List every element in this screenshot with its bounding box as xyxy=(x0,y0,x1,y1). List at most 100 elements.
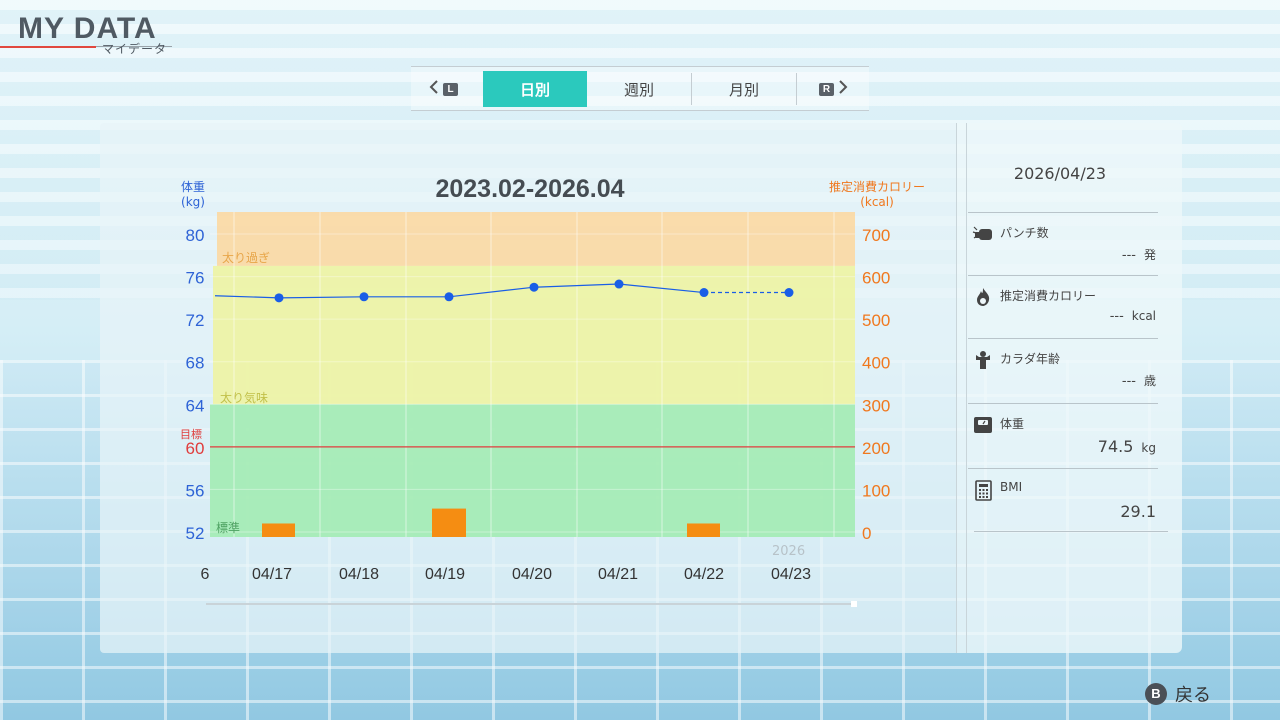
right-axis-tick: 600 xyxy=(862,269,890,288)
x-axis-tick: 04/17 xyxy=(252,566,292,583)
b-button-badge: B xyxy=(1145,683,1167,705)
left-axis-tick: 52 xyxy=(186,524,205,543)
chevron-left-icon xyxy=(429,79,439,100)
x-axis-tick: 04/21 xyxy=(598,566,638,583)
right-axis-tick: 700 xyxy=(862,226,890,245)
right-axis-tick: 200 xyxy=(862,439,890,458)
stat-divider xyxy=(968,275,1158,276)
panel-divider xyxy=(966,123,967,653)
stat-label-calories: 推定消費カロリー xyxy=(1000,289,1097,303)
stat-label-bmi: BMI xyxy=(1000,480,1023,494)
tab-daily[interactable]: 日別 xyxy=(483,71,587,107)
left-axis-tick: 80 xyxy=(186,226,205,245)
back-button[interactable]: B 戻る xyxy=(1145,681,1211,707)
weight-point xyxy=(529,282,539,292)
punch-icon xyxy=(972,223,994,245)
zone-label-overweight: 太り過ぎ xyxy=(222,251,271,265)
weight-line-segment xyxy=(533,283,620,288)
stat-bmi: BMI 29.1 xyxy=(966,468,1168,532)
stat-number-punch: --- xyxy=(1121,248,1136,263)
stat-weight: 体重 74.5 kg xyxy=(966,403,1166,467)
stat-divider xyxy=(968,212,1158,213)
stat-number-calories: --- xyxy=(1109,309,1124,324)
weight-point xyxy=(614,279,624,289)
left-axis-label-name: 体重 xyxy=(180,180,205,194)
title-underline-secondary xyxy=(96,46,172,47)
zone-overweight xyxy=(217,212,855,266)
x-axis-tick: 04/23 xyxy=(771,566,811,583)
stat-value-bmi: 29.1 xyxy=(1120,502,1156,521)
weight-point xyxy=(274,293,284,303)
title-underline xyxy=(0,46,96,48)
weight-point xyxy=(359,292,369,302)
x-axis-tick: 04/22 xyxy=(684,566,724,583)
weight-line-segment xyxy=(618,283,705,294)
tab-monthly[interactable]: 月別 xyxy=(728,80,759,99)
left-axis-tick: 76 xyxy=(186,269,205,288)
stat-divider xyxy=(968,468,1158,469)
stat-label-punch: パンチ数 xyxy=(1000,226,1049,240)
weight-point xyxy=(444,292,454,302)
stat-label-body-age: カラダ年齢 xyxy=(1000,352,1061,366)
right-axis-label-name: 推定消費カロリー xyxy=(828,180,925,194)
muscle-icon xyxy=(972,349,994,371)
stat-calories: 推定消費カロリー --- kcal xyxy=(966,275,1166,337)
stat-divider xyxy=(968,338,1158,339)
tab-weekly[interactable]: 週別 xyxy=(623,80,654,99)
left-axis-tick: 72 xyxy=(186,311,205,330)
right-axis-tick: 0 xyxy=(862,524,871,543)
zone-label-standard: 標準 xyxy=(216,521,241,535)
left-axis-tick: 60 xyxy=(186,439,205,458)
chart-scrollbar[interactable] xyxy=(206,603,857,605)
right-axis-label: 推定消費カロリー (kcal) xyxy=(820,180,934,210)
chevron-right-icon xyxy=(838,79,848,100)
left-axis-label: 体重 (kg) xyxy=(176,180,210,210)
stat-divider xyxy=(974,531,1168,532)
back-label: 戻る xyxy=(1175,685,1211,706)
page-title: MY DATA xyxy=(18,12,157,45)
year-label: 2026 xyxy=(772,544,806,559)
stat-number-bmi: 29.1 xyxy=(1120,502,1156,521)
weight-point xyxy=(699,288,709,298)
calorie-bar xyxy=(432,508,466,537)
left-axis-tick: 56 xyxy=(186,481,205,500)
chart-scrollbar-thumb[interactable] xyxy=(851,601,857,607)
weight-line-segment xyxy=(278,296,365,299)
r-button-badge: R xyxy=(819,82,834,96)
target-label: 目標 xyxy=(180,428,202,441)
calorie-bar xyxy=(262,523,295,537)
stat-unit-punch: 発 xyxy=(1143,248,1156,262)
calorie-bar xyxy=(687,523,720,537)
stat-value-punch: --- 発 xyxy=(1122,246,1156,263)
chart-title: 2023.02-2026.04 xyxy=(435,175,625,203)
prev-tab-button[interactable]: L xyxy=(429,75,458,103)
right-axis-tick: 100 xyxy=(862,481,890,500)
selected-date: 2026/04/23 xyxy=(1013,164,1107,183)
weight-line-segment xyxy=(448,286,535,298)
zone-standard xyxy=(210,404,855,537)
flame-icon xyxy=(972,286,994,308)
stat-unit-calories: kcal xyxy=(1131,309,1156,323)
next-tab-button[interactable]: R xyxy=(819,75,848,103)
weight-point xyxy=(784,288,794,298)
right-axis-tick: 300 xyxy=(862,396,890,415)
zone-label-slightly-overweight: 太り気味 xyxy=(220,391,269,405)
right-axis-tick: 400 xyxy=(862,354,890,373)
period-tabs: L 日別 週別 月別 R xyxy=(411,66,869,111)
left-axis-tick: 64 xyxy=(186,396,205,415)
x-axis-tick: 04/20 xyxy=(512,566,552,583)
x-axis-tick: 04/19 xyxy=(425,566,465,583)
scale-icon xyxy=(972,414,994,436)
l-button-badge: L xyxy=(443,82,458,96)
left-axis-tick: 68 xyxy=(186,354,205,373)
stat-unit-weight: kg xyxy=(1141,441,1156,455)
weight-line-segment xyxy=(214,295,280,299)
right-axis-tick: 500 xyxy=(862,311,890,330)
calculator-icon xyxy=(972,479,994,501)
x-axis-tick: 04/18 xyxy=(339,566,379,583)
stat-body-age: カラダ年齢 --- 歳 xyxy=(966,338,1166,402)
right-axis-label-unit: (kcal) xyxy=(860,195,894,209)
stat-number-weight: 74.5 xyxy=(1097,437,1134,456)
stat-divider xyxy=(968,403,1158,404)
